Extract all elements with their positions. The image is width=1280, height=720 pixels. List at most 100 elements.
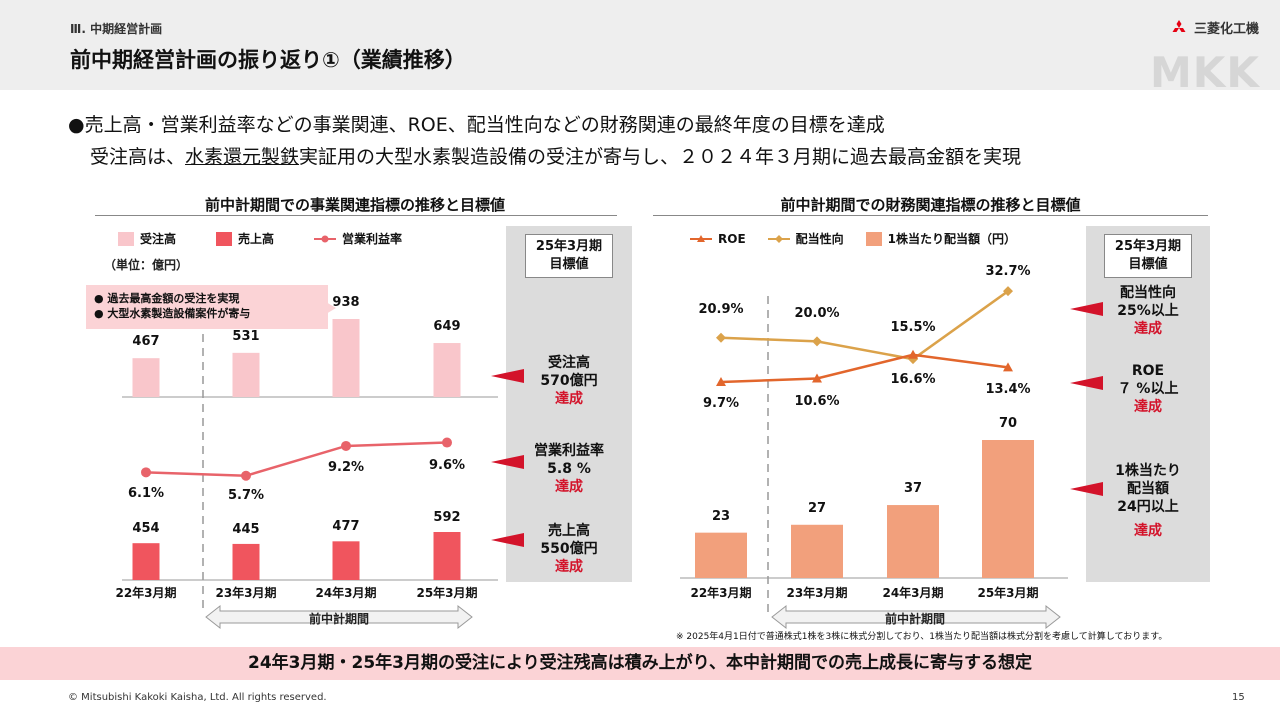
target-payout-name: 配当性向 xyxy=(1120,285,1176,301)
legend-margin: 営業利益率 xyxy=(314,230,402,247)
roe-line xyxy=(720,353,1009,384)
legend-dps-swatch xyxy=(865,231,882,246)
target-dps-name: 1株当たり xyxy=(1115,463,1181,479)
pointer-sales xyxy=(491,533,524,547)
target-roe-name: ROE xyxy=(1131,363,1165,379)
dps-value-label: 70 xyxy=(998,416,1018,431)
intro-sub-pre: 受注高は、 xyxy=(90,146,186,168)
sales-bar xyxy=(433,532,461,580)
orders-bar xyxy=(132,358,160,397)
dps-bar xyxy=(982,440,1034,578)
dps-value-label: 27 xyxy=(807,500,827,516)
legend-orders-swatch xyxy=(118,231,134,246)
right-target-box: 25年3月期 目標値 配当性向 25%以上 達成 ROE ７ %以上 達成 1株当たり 配当… xyxy=(1086,226,1210,582)
right-target-header-year: 25年3月期 xyxy=(1114,239,1182,254)
left-x-tick-label: 22年3月期 xyxy=(115,586,177,600)
legend-payout: 配当性向 xyxy=(767,230,844,247)
sales-value-label: 592 xyxy=(433,510,461,525)
callout-line-1: ● 過去最高金額の受注を実現 xyxy=(94,292,240,305)
legend-roe-swatch xyxy=(690,234,712,242)
unit-label: （単位：億円） xyxy=(104,258,189,272)
sales-bar xyxy=(232,543,260,580)
left-target-header: 25年3月期 目標値 xyxy=(506,234,632,278)
callout-line-2: ● 大型水素製造設備案件が寄与 xyxy=(94,307,251,320)
intro-sub-post: 実証用の大型水素製造設備の受注が寄与し、２０２４年３月期に過去最高金額を実現 xyxy=(299,146,1022,168)
right-target-header-label: 目標値 xyxy=(1128,257,1168,272)
summary-banner: 24年3月期・25年3月期の受注により受注残高は積み上がり、本中計期間での売上成… xyxy=(0,647,1280,680)
target-dps-status: 達成 xyxy=(1134,523,1162,539)
margin-point xyxy=(341,440,351,451)
legend-orders-label: 受注高 xyxy=(140,232,177,246)
pointer-margin xyxy=(491,455,524,469)
right-x-tick-label: 23年3月期 xyxy=(786,586,848,600)
legend-dps-label: 1株当たり配当額（円） xyxy=(887,232,1017,246)
logo-text: 三菱化工機 xyxy=(1194,22,1260,37)
left-chart-title: 前中計期間での事業関連指標の推移と目標値 xyxy=(204,196,505,214)
record-callout: ● 過去最高金額の受注を実現 ● 大型水素製造設備案件が寄与 xyxy=(86,285,328,329)
legend-sales: 売上高 xyxy=(216,230,274,247)
roe-point xyxy=(716,377,726,387)
section-label: Ⅲ. 中期経営計画 xyxy=(70,22,163,36)
payout-point xyxy=(812,336,822,347)
orders-bar xyxy=(232,352,260,397)
right-legend: ROE 配当性向 1株当たり配当額（円） xyxy=(690,230,1016,247)
page-number: 15 xyxy=(1232,692,1245,703)
orders-value-label: 649 xyxy=(433,319,461,335)
roe-point xyxy=(1003,362,1013,372)
dps-value-label: 23 xyxy=(711,508,731,524)
margin-point xyxy=(241,470,251,481)
copyright: © Mitsubishi Kakoki Kaisha, Ltd. All rig… xyxy=(68,692,327,703)
legend-payout-label: 配当性向 xyxy=(795,232,844,246)
payout-value-label: 15.5% xyxy=(890,320,936,335)
payout-value-label: 32.7% xyxy=(985,264,1031,279)
right-period-arrow xyxy=(771,604,1061,630)
target-payout-status: 達成 xyxy=(1134,321,1162,337)
right-x-tick-label: 24年3月期 xyxy=(882,586,944,600)
pointer-payout xyxy=(1070,302,1103,316)
left-target-header-year: 25年3月期 xyxy=(535,239,603,254)
legend-roe-label: ROE xyxy=(718,231,746,246)
left-x-tick-label: 23年3月期 xyxy=(215,586,277,600)
pointer-roe xyxy=(1070,376,1103,390)
target-dps-value: 24円以上 xyxy=(1117,499,1179,515)
roe-value-label: 10.6% xyxy=(794,394,840,409)
left-title-rule xyxy=(95,215,617,216)
target-orders: 受注高 570億円 達成 xyxy=(506,354,632,408)
legend-roe: ROE xyxy=(690,230,746,247)
right-x-tick-label: 22年3月期 xyxy=(690,586,752,600)
intro-bullet: ●売上高・営業利益率などの事業関連、ROE、配当性向などの財務関連の最終年度の目… xyxy=(68,114,885,136)
left-target-box: 25年3月期 目標値 受注高 570億円 達成 営業利益率 5.8 % 達成 売上高 550… xyxy=(506,226,632,582)
right-chart-title: 前中計期間での財務関連指標の推移と目標値 xyxy=(780,196,1081,214)
three-diamonds-icon xyxy=(1172,19,1186,32)
target-dps-name2: 配当額 xyxy=(1127,481,1169,497)
dps-bar xyxy=(695,532,747,578)
orders-value-label: 467 xyxy=(132,334,160,350)
pointer-orders xyxy=(491,369,524,383)
period-arrow xyxy=(205,604,473,630)
target-orders-name: 受注高 xyxy=(548,355,590,371)
margin-point xyxy=(141,467,151,478)
roe-point xyxy=(812,373,822,383)
sales-value-label: 477 xyxy=(332,519,360,535)
roe-value-label: 13.4% xyxy=(985,382,1031,397)
sales-value-label: 445 xyxy=(232,521,260,537)
orders-value-label: 938 xyxy=(332,295,360,310)
payout-point xyxy=(716,332,726,343)
left-x-tick-label: 25年3月期 xyxy=(416,586,478,600)
right-x-tick-label: 25年3月期 xyxy=(977,586,1039,600)
sales-value-label: 454 xyxy=(132,521,160,537)
target-dps: 1株当たり配当額 24円以上達成 xyxy=(1086,462,1210,540)
target-sales-value: 550億円 xyxy=(540,541,598,557)
pointer-dps xyxy=(1070,482,1103,496)
payout-value-label: 20.0% xyxy=(794,306,840,321)
sales-bar xyxy=(132,543,160,580)
target-sales-status: 達成 xyxy=(555,559,583,575)
legend-payout-swatch xyxy=(767,234,790,243)
margin-point xyxy=(442,437,452,448)
target-orders-status: 達成 xyxy=(555,391,583,407)
stock-split-note: ※ 2025年4月1日付で普通株式1株を3株に株式分割しており、1株当たり配当額… xyxy=(676,632,1168,642)
orders-bar xyxy=(332,319,360,397)
target-roe: ROE ７ %以上 達成 xyxy=(1086,362,1210,416)
